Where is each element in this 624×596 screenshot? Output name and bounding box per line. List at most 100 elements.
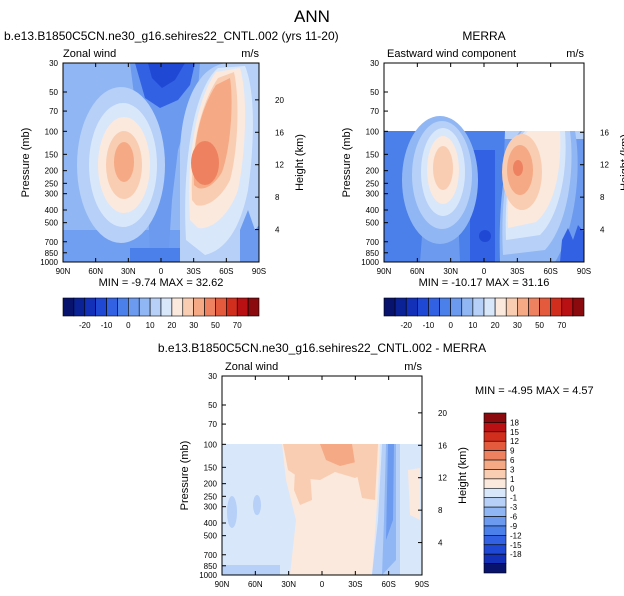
colorbar-label: 50 (211, 321, 220, 330)
colorbar-label: -10 (423, 321, 435, 330)
panel-model-left-label: Zonal wind (63, 48, 116, 60)
y2-tick-label: 4 (438, 539, 443, 548)
model-min-max: MIN = -9.74 MAX = 32.62 (99, 277, 224, 289)
y-tick-label: 400 (204, 519, 218, 528)
y-tick-label: 30 (49, 59, 58, 68)
x-tick-label: 60N (88, 267, 103, 276)
colorbar-swatch (539, 297, 551, 317)
colorbar-label: 70 (233, 321, 242, 330)
colorbar-swatch (572, 297, 585, 317)
colorbar-swatch (62, 297, 75, 317)
panel-obs: MERRA Eastward wind component m/s (341, 29, 624, 330)
colorbar-swatch (149, 297, 162, 317)
colorbar-label: 18 (510, 418, 519, 427)
colorbar-swatch (461, 297, 474, 317)
figure-title: ANN (294, 7, 330, 26)
panel-diff-title: b.e13.B1850C5CN.ne30_g16.sehires22_CNTL.… (158, 341, 486, 355)
y-tick-label: 700 (366, 238, 380, 247)
colorbar-swatch (117, 297, 129, 317)
y2-tick-label: 12 (275, 161, 284, 170)
y2-tick-label: 8 (600, 193, 605, 202)
colorbar-swatch (483, 459, 507, 470)
x-tick-label: 60N (248, 580, 263, 589)
colorbar-label: 10 (468, 321, 477, 330)
colorbar-swatch (483, 516, 507, 527)
y-tick-label: 30 (208, 372, 217, 381)
colorbar-label: 0 (448, 321, 453, 330)
colorbar-swatch (417, 297, 429, 317)
y2-axis-title: Height (km) (457, 447, 469, 504)
y-tick-label: 70 (370, 107, 379, 116)
x-tick-label: 60S (219, 267, 233, 276)
x-tick-label: 60S (544, 267, 558, 276)
colorbar-swatch (483, 563, 507, 574)
colorbar-swatch (494, 297, 507, 317)
y-tick-label: 200 (204, 480, 218, 489)
colorbar-swatch (483, 431, 507, 442)
panel-model: b.e13.B1850C5CN.ne30_g16.sehires22_CNTL.… (4, 29, 339, 330)
colorbar-label: -3 (510, 503, 518, 512)
panel-obs-left-label: Eastward wind component (387, 48, 516, 60)
y-tick-label: 70 (208, 420, 217, 429)
x-tick-label: 30N (281, 580, 296, 589)
colorbar-swatch (73, 297, 86, 317)
colorbar-label: -6 (510, 513, 518, 522)
y-tick-label: 100 (204, 440, 218, 449)
colorbar-label: 20 (167, 321, 176, 330)
y2-tick-label: 20 (275, 96, 284, 105)
y2-tick-label: 16 (438, 441, 447, 450)
y-tick-label: 700 (204, 551, 218, 560)
x-tick-label: 0 (320, 580, 325, 589)
x-tick-label: 0 (159, 267, 164, 276)
obs-min-max: MIN = -10.17 MAX = 31.16 (419, 277, 550, 289)
colorbar-label: 30 (189, 321, 198, 330)
y-tick-label: 50 (49, 88, 58, 97)
x-tick-label: 30S (510, 267, 524, 276)
y-tick-label: 500 (366, 219, 380, 228)
y-tick-label: 300 (45, 190, 59, 199)
y2-tick-label: 8 (275, 193, 280, 202)
colorbar-swatch (483, 297, 496, 317)
x-tick-label: 90S (415, 580, 429, 589)
y-tick-label: 50 (370, 88, 379, 97)
x-tick-label: 90N (215, 580, 230, 589)
y-tick-label: 300 (204, 503, 218, 512)
diff-min-max: MIN = -4.95 MAX = 4.57 (475, 385, 594, 397)
panel-diff: b.e13.B1850C5CN.ne30_g16.sehires22_CNTL.… (158, 341, 594, 589)
colorbar-swatch (483, 469, 507, 480)
y-tick-label: 850 (366, 249, 380, 258)
y-tick-label: 100 (366, 127, 380, 136)
colorbar-label: 1 (510, 475, 515, 484)
y-tick-label: 150 (204, 463, 218, 472)
colorbar-swatch (483, 497, 507, 508)
y-tick-label: 1000 (199, 571, 217, 580)
colorbar-swatch (483, 422, 507, 433)
x-tick-label: 30S (187, 267, 201, 276)
colorbar-label: -9 (510, 522, 518, 531)
colorbar-label: 0 (510, 484, 515, 493)
x-tick-label: 90N (377, 267, 392, 276)
colorbar-swatch (483, 544, 507, 555)
y-tick-label: 300 (366, 190, 380, 199)
x-tick-label: 0 (482, 267, 487, 276)
y-tick-label: 150 (366, 150, 380, 159)
y-tick-label: 250 (366, 179, 380, 188)
colorbar-label: 15 (510, 428, 519, 437)
y2-tick-label: 20 (438, 409, 447, 418)
y2-tick-label: 16 (600, 128, 609, 137)
colorbar-label: 3 (510, 465, 515, 474)
y-tick-label: 100 (45, 127, 59, 136)
colorbar-label: 50 (535, 321, 544, 330)
colorbar-swatch (236, 297, 249, 317)
y-axis-title: Pressure (mb) (341, 128, 353, 198)
y-tick-label: 150 (45, 150, 59, 159)
colorbar-swatch (483, 440, 507, 451)
colorbar-swatch (182, 297, 194, 317)
model-colorbar: -20 -10 0 10 20 30 50 70 (62, 297, 260, 330)
colorbar-label: 0 (126, 321, 131, 330)
colorbar-label: 12 (510, 437, 519, 446)
x-tick-label: 30N (121, 267, 136, 276)
y-tick-label: 850 (204, 562, 218, 571)
colorbar-swatch (405, 297, 418, 317)
